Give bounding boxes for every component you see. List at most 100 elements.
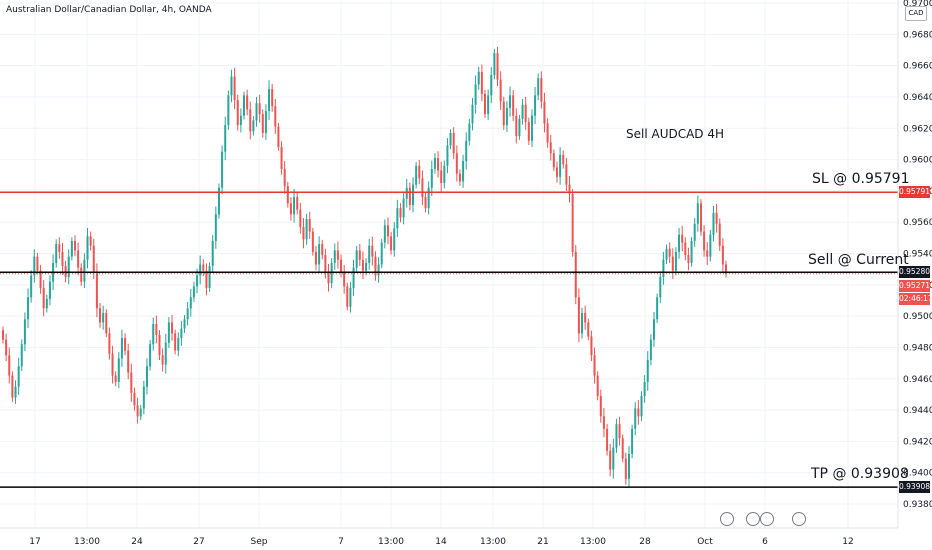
candle-body <box>158 334 161 356</box>
time-tick-label: 14 <box>435 537 447 547</box>
candle-body <box>599 395 602 417</box>
candle <box>318 236 321 273</box>
candle-body <box>546 123 549 143</box>
take-profit-label: TP @ 0.93908 <box>811 466 909 482</box>
candle-body <box>114 375 117 382</box>
candle-body <box>649 339 652 360</box>
candle-body <box>95 272 98 309</box>
candle <box>264 104 267 140</box>
candle-body <box>527 121 530 141</box>
candle <box>255 96 258 127</box>
candle <box>167 317 170 349</box>
candle-body <box>371 245 374 257</box>
candle-body <box>271 89 274 107</box>
us-flag-event-icon[interactable] <box>760 512 774 526</box>
candle <box>502 96 505 130</box>
candle-body <box>386 225 389 237</box>
candle-body <box>715 212 718 224</box>
candle-body <box>239 115 242 126</box>
candle <box>271 83 274 112</box>
candle <box>487 89 490 120</box>
candle <box>340 254 343 278</box>
candle-body <box>264 111 267 133</box>
candle <box>17 357 20 395</box>
candle-body <box>477 71 480 85</box>
candle-body <box>211 240 214 267</box>
candle-body <box>42 287 45 309</box>
candle <box>408 182 411 211</box>
candle-body <box>693 223 696 241</box>
candle-body <box>443 165 446 184</box>
candle <box>233 67 236 109</box>
candle <box>596 371 599 401</box>
candle-body <box>374 256 377 276</box>
currency-badge[interactable]: CAD <box>905 6 927 21</box>
candle <box>424 192 427 213</box>
candle <box>371 236 374 266</box>
ca-flag-event-icon[interactable] <box>746 512 760 526</box>
candle-body <box>327 272 330 284</box>
candle <box>336 241 339 269</box>
candle <box>343 264 346 294</box>
candle <box>612 438 615 479</box>
symbol-title: Australian Dollar/Canadian Dollar, 4h, O… <box>6 5 212 15</box>
price-tick-label: 0.97000 <box>903 0 932 9</box>
candle <box>699 199 702 236</box>
candle <box>543 92 546 133</box>
time-axis[interactable]: 17 13:00 24 27 Sep 7 13:00 14 13:00 21 13:00 28 Oct 6… <box>29 537 853 547</box>
candle <box>145 358 148 395</box>
candle-body <box>430 168 433 188</box>
candle-body <box>67 256 70 277</box>
candle-body <box>690 240 693 263</box>
candle <box>399 203 402 223</box>
candle-body <box>612 447 615 470</box>
candle-body <box>14 386 17 398</box>
candle <box>230 69 233 103</box>
candle <box>142 380 145 415</box>
candle <box>73 235 76 257</box>
candle <box>95 263 98 318</box>
candle <box>208 262 211 292</box>
candle-body <box>180 328 183 339</box>
candle-body <box>577 297 580 334</box>
candle-body <box>358 250 361 260</box>
candle-body <box>186 308 189 320</box>
candle <box>555 161 558 183</box>
candle-body <box>139 408 142 417</box>
time-tick-label: 17 <box>29 537 40 547</box>
candle-body <box>277 126 280 148</box>
candle-body <box>221 151 224 188</box>
ca-flag-event-icon[interactable] <box>792 512 806 526</box>
candle <box>455 145 458 182</box>
candle-body <box>346 286 349 307</box>
candle <box>80 263 83 286</box>
candle <box>577 288 580 343</box>
candle-body <box>289 203 292 215</box>
candle-body <box>696 203 699 224</box>
candle <box>599 389 602 423</box>
candle <box>709 229 712 262</box>
candle <box>659 271 662 304</box>
candle-body <box>189 297 192 309</box>
candle-body <box>70 240 73 257</box>
candle-body <box>665 248 668 260</box>
candle <box>55 239 58 268</box>
us-flag-event-icon[interactable] <box>720 512 734 526</box>
candle-body <box>405 187 408 199</box>
candle <box>668 242 671 263</box>
candle-body <box>615 424 618 448</box>
candle-body <box>606 428 609 451</box>
candle <box>14 380 17 404</box>
candle <box>587 318 590 341</box>
candle-body <box>258 103 261 115</box>
candle-body <box>77 250 80 268</box>
candle <box>252 116 255 136</box>
candle-body <box>493 53 496 76</box>
candle <box>505 101 508 132</box>
candle-body <box>80 267 83 282</box>
candle-body <box>521 104 524 119</box>
candle-body <box>252 120 255 132</box>
candle <box>440 161 443 192</box>
